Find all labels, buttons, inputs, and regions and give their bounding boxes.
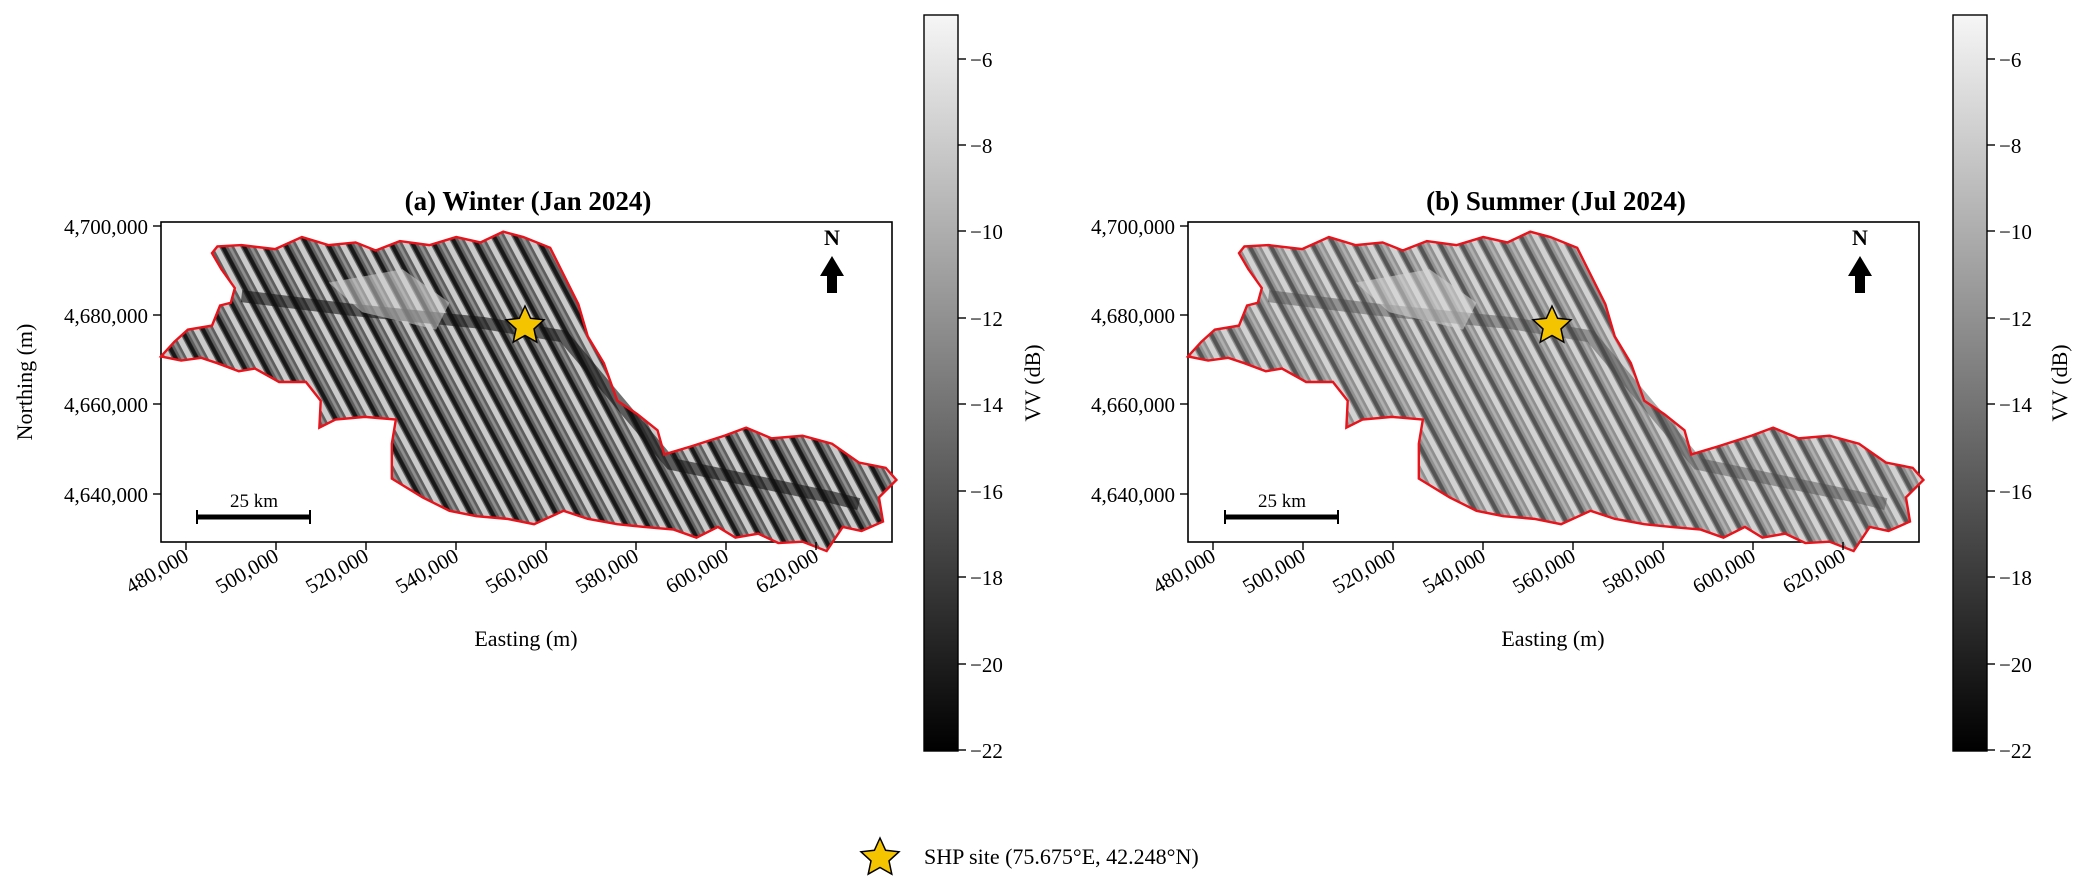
y-tick-label: 4,660,000: [64, 393, 148, 417]
colorbar-tick-label: −16: [1999, 480, 2032, 504]
colorbar-label: VV (dB): [2047, 344, 2072, 421]
x-axis: 480,000 500,000 520,000 540,000 560,000 …: [1148, 542, 1850, 599]
x-tick-label: 480,000: [121, 544, 192, 599]
panel-title: (b) Summer (Jul 2024): [1426, 186, 1686, 216]
x-tick-label: 580,000: [571, 544, 642, 599]
y-tick-label: 4,700,000: [1091, 215, 1175, 239]
valley-floor: [1267, 290, 1888, 510]
y-tick-label: 4,640,000: [64, 483, 148, 507]
highland-ridge: [328, 269, 450, 330]
x-tick-label: 520,000: [1328, 544, 1399, 599]
legend-star-icon: [859, 836, 901, 876]
colorbar-tick-label: −10: [970, 220, 1003, 244]
highland-ridge: [1355, 269, 1477, 330]
x-tick-label: 480,000: [1148, 544, 1219, 599]
panel-winter: (a) Winter (Jan 2024) N 25 km 4,700,0: [12, 14, 1045, 763]
colorbar-tick-label: −16: [970, 480, 1003, 504]
panel-summer: (b) Summer (Jul 2024) N 25 km 4,700,000 …: [1091, 14, 2072, 763]
x-tick-label: 620,000: [751, 544, 822, 599]
colorbar-tick-label: −18: [970, 566, 1003, 590]
y-axis-label: Northing (m): [12, 324, 37, 441]
x-axis: 480,000 500,000 520,000 540,000 560,000 …: [121, 542, 823, 599]
colorbar-tick-label: −20: [970, 653, 1003, 677]
y-tick-label: 4,640,000: [1091, 483, 1175, 507]
panel-title: (a) Winter (Jan 2024): [405, 186, 652, 216]
legend: SHP site (75.675°E, 42.248°N): [859, 836, 1199, 876]
x-tick-label: 560,000: [481, 544, 552, 599]
north-arrow-icon: [820, 256, 844, 293]
colorbar-tick-label: −12: [970, 307, 1003, 331]
colorbar-tick-label: −8: [1999, 134, 2021, 158]
x-tick-label: 500,000: [1238, 544, 1309, 599]
x-axis-label: Easting (m): [474, 626, 577, 651]
north-arrow-icon: [1848, 256, 1872, 293]
colorbar-tick-label: −14: [970, 393, 1003, 417]
colorbar-tick-label: −8: [970, 134, 992, 158]
colorbar: −6 −8 −10 −12 −14 −16 −18 −20 −22 VV (dB…: [923, 14, 1045, 763]
colorbar-tick-label: −18: [1999, 566, 2032, 590]
north-label: N: [824, 225, 840, 250]
x-tick-label: 540,000: [1418, 544, 1489, 599]
colorbar-tick-label: −10: [1999, 220, 2032, 244]
colorbar-label: VV (dB): [1020, 344, 1045, 421]
valley-floor: [240, 290, 861, 510]
colorbar-tick-label: −14: [1999, 393, 2032, 417]
x-tick-label: 580,000: [1598, 544, 1669, 599]
y-axis: 4,700,000 4,680,000 4,660,000 4,640,000: [64, 215, 161, 507]
x-tick-label: 540,000: [391, 544, 462, 599]
x-tick-label: 500,000: [211, 544, 282, 599]
north-label: N: [1852, 225, 1868, 250]
colorbar: −6 −8 −10 −12 −14 −16 −18 −20 −22 VV (dB…: [1952, 14, 2072, 763]
colorbar-tick-label: −22: [1999, 739, 2032, 763]
scale-bar-label: 25 km: [230, 491, 278, 512]
x-tick-label: 600,000: [1688, 544, 1759, 599]
y-axis: 4,700,000 4,680,000 4,660,000 4,640,000: [1091, 215, 1188, 507]
x-tick-label: 620,000: [1778, 544, 1849, 599]
legend-label: SHP site (75.675°E, 42.248°N): [924, 844, 1199, 869]
shp-site-star: [1531, 304, 1573, 344]
y-tick-label: 4,700,000: [64, 215, 148, 239]
colorbar-tick-label: −12: [1999, 307, 2032, 331]
y-tick-label: 4,660,000: [1091, 393, 1175, 417]
y-tick-label: 4,680,000: [1091, 304, 1175, 328]
colorbar-tick-label: −20: [1999, 653, 2032, 677]
colorbar-tick-label: −6: [1999, 48, 2021, 72]
scale-bar-label: 25 km: [1258, 491, 1306, 512]
x-tick-label: 600,000: [661, 544, 732, 599]
colorbar-tick-label: −6: [970, 48, 992, 72]
x-tick-label: 560,000: [1508, 544, 1579, 599]
y-tick-label: 4,680,000: [64, 304, 148, 328]
x-tick-label: 520,000: [301, 544, 372, 599]
x-axis-label: Easting (m): [1501, 626, 1604, 651]
shp-site-star: [504, 304, 546, 344]
colorbar-tick-label: −22: [970, 739, 1003, 763]
